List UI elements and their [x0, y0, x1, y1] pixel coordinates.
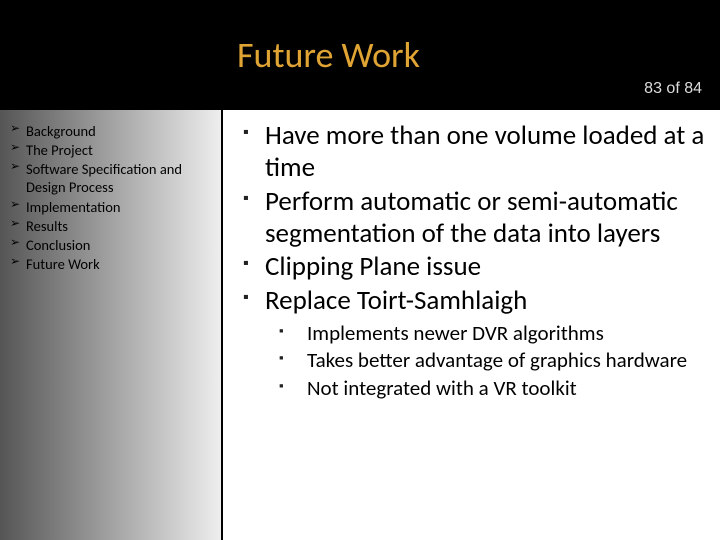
sidebar-item: Results	[10, 217, 211, 235]
sub-bullet-item: Not integrated with a VR toolkit	[265, 376, 720, 401]
sidebar-item: Background	[10, 122, 211, 140]
sidebar-item: Software Specification and Design Proces…	[10, 160, 211, 196]
bullet-item: Clipping Plane issue	[237, 251, 720, 283]
bullet-item: Have more than one volume loaded at a ti…	[237, 120, 720, 184]
bullet-text: Perform automatic or semi-automatic segm…	[265, 185, 678, 250]
sidebar-item: Conclusion	[10, 236, 211, 254]
bullet-text: Replace Toirt-Samhlaigh	[265, 284, 527, 317]
slide-title: Future Work	[237, 33, 420, 77]
page-counter: 83 of 84	[644, 80, 702, 98]
header-right-block: Future Work 83 of 84	[223, 0, 720, 110]
bullet-item: Replace Toirt-Samhlaigh Implements newer…	[237, 285, 720, 400]
bullet-item: Perform automatic or semi-automatic segm…	[237, 186, 720, 250]
bullet-text: Have more than one volume loaded at a ti…	[265, 119, 704, 184]
main-content: Have more than one volume loaded at a ti…	[223, 110, 720, 540]
sidebar: Background The Project Software Specific…	[0, 110, 223, 540]
sub-list: Implements newer DVR algorithms Takes be…	[265, 321, 720, 401]
sub-bullet-item: Implements newer DVR algorithms	[265, 321, 720, 346]
sidebar-item: Future Work	[10, 255, 211, 273]
slide-body: Background The Project Software Specific…	[0, 110, 720, 540]
sidebar-list: Background The Project Software Specific…	[10, 122, 211, 273]
main-list: Have more than one volume loaded at a ti…	[237, 120, 720, 401]
header-left-block	[0, 0, 223, 110]
header: Future Work 83 of 84	[0, 0, 720, 110]
slide: Future Work 83 of 84 Background The Proj…	[0, 0, 720, 540]
bullet-text: Clipping Plane issue	[265, 250, 481, 283]
sidebar-item: Implementation	[10, 198, 211, 216]
sub-bullet-item: Takes better advantage of graphics hardw…	[265, 348, 720, 373]
sidebar-item: The Project	[10, 141, 211, 159]
